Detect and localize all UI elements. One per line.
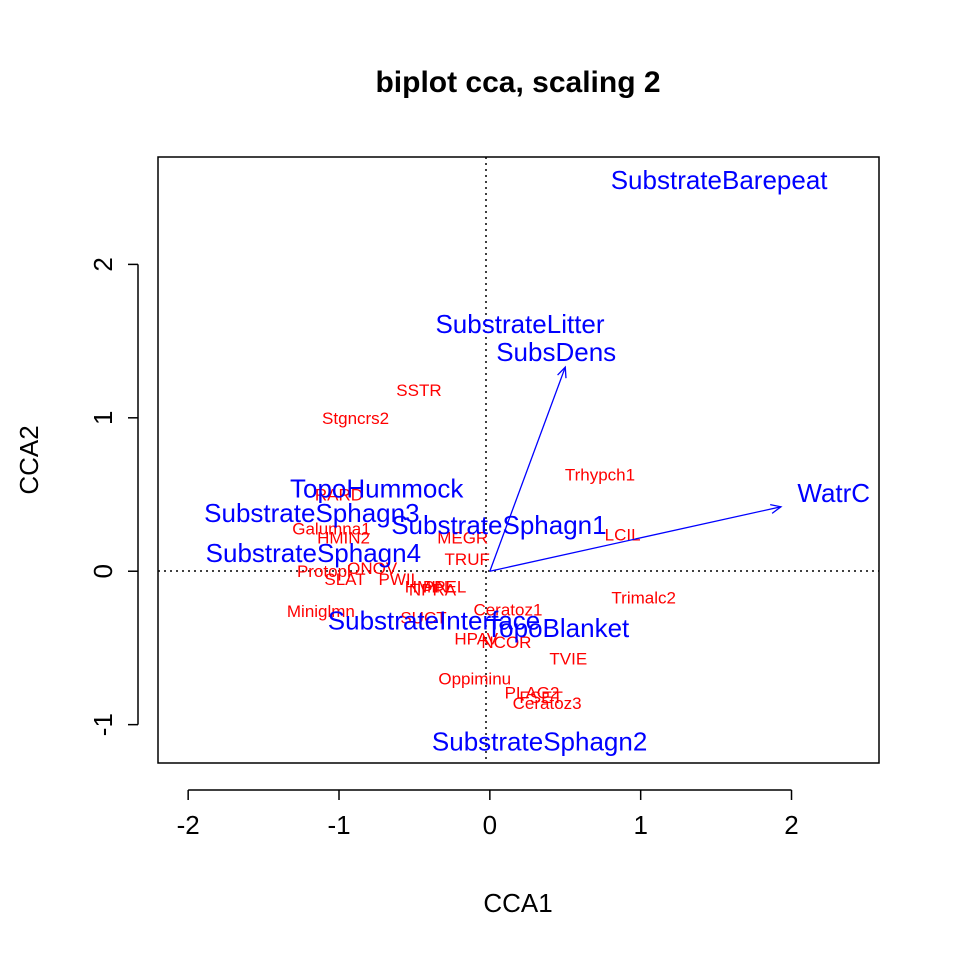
y-tick-label: -1 (88, 713, 118, 736)
centroid-label: SubstrateSphagn3 (204, 498, 419, 528)
species-label: HMIN2 (317, 528, 370, 547)
species-label: ONOV (347, 559, 398, 578)
x-axis: -2 -1 0 1 2 (177, 789, 799, 840)
species-label: Stgncrs2 (322, 409, 389, 428)
species-label: NCOR (481, 633, 531, 652)
species-label: Trhypch1 (565, 466, 635, 485)
species-layer: SSTRStgncrs2Trhypch1LCILTrimalc2RARDGalu… (287, 381, 676, 713)
species-label: PPEL (423, 578, 466, 597)
species-label: SUCT (400, 608, 446, 627)
x-tick-label: 0 (483, 810, 497, 840)
biplot-arrow (489, 506, 782, 572)
species-label: SLAT (324, 570, 365, 589)
species-label: TRUF (445, 550, 490, 569)
centroid-label: SubstrateBarepeat (611, 165, 829, 195)
y-tick-label: 0 (88, 564, 118, 578)
species-label: HMIN (405, 578, 448, 597)
biplot-arrow (489, 366, 566, 572)
x-tick-label: -2 (177, 810, 200, 840)
centroid-label: SubstrateSphagn2 (432, 727, 647, 757)
species-label: MEGR (437, 528, 488, 547)
centroid-label: SubstrateSphagn4 (206, 538, 421, 568)
x-axis-label: CCA1 (483, 888, 552, 918)
biplot-arrowhead (770, 503, 783, 514)
species-label: Ceratoz3 (513, 694, 582, 713)
x-tick-label: 2 (784, 810, 798, 840)
species-label: FSET (519, 688, 562, 707)
y-tick-label: 2 (88, 257, 118, 271)
centroid-label: SubstrateSphagn1 (391, 510, 606, 540)
species-label: RARD (315, 486, 363, 505)
y-tick-label: 1 (88, 411, 118, 425)
plot-frame (157, 156, 880, 764)
biplot-arrows-layer: SubsDens WatrC (489, 337, 870, 572)
biplot-arrowhead (557, 365, 567, 379)
species-label: Protopl (297, 562, 351, 581)
species-label: TVIE (549, 650, 587, 669)
species-label: PWIL (379, 570, 421, 589)
species-label: Miniglmn (287, 602, 355, 621)
centroid-label: TopoHummock (290, 473, 464, 503)
species-label: NPRA (409, 581, 457, 600)
y-axis: -1 0 1 2 (88, 257, 139, 736)
centroid-label: SubstrateLitter (435, 309, 604, 339)
centroid-label: SubstrateInterface (328, 605, 540, 635)
species-label: SSTR (396, 381, 441, 400)
species-label: Galumna1 (292, 519, 370, 538)
species-label: PLAG2 (505, 683, 560, 702)
x-tick-label: 1 (633, 810, 647, 840)
species-label: Ceratoz1 (473, 601, 542, 620)
y-axis-label: CCA2 (14, 425, 44, 494)
centroid-label: TopoBlanket (486, 613, 630, 643)
species-label: HPAV (454, 630, 498, 649)
centroids-layer: SubstrateBarepeat SubstrateLitter TopoHumm… (204, 165, 828, 757)
species-label: Trimalc2 (611, 588, 676, 607)
biplot-arrow-label: SubsDens (496, 337, 616, 367)
chart-title: biplot cca, scaling 2 (375, 66, 660, 99)
biplot-arrow-label: WatrC (797, 478, 870, 508)
x-tick-label: -1 (327, 810, 350, 840)
species-label: Oppiminu (438, 670, 511, 689)
